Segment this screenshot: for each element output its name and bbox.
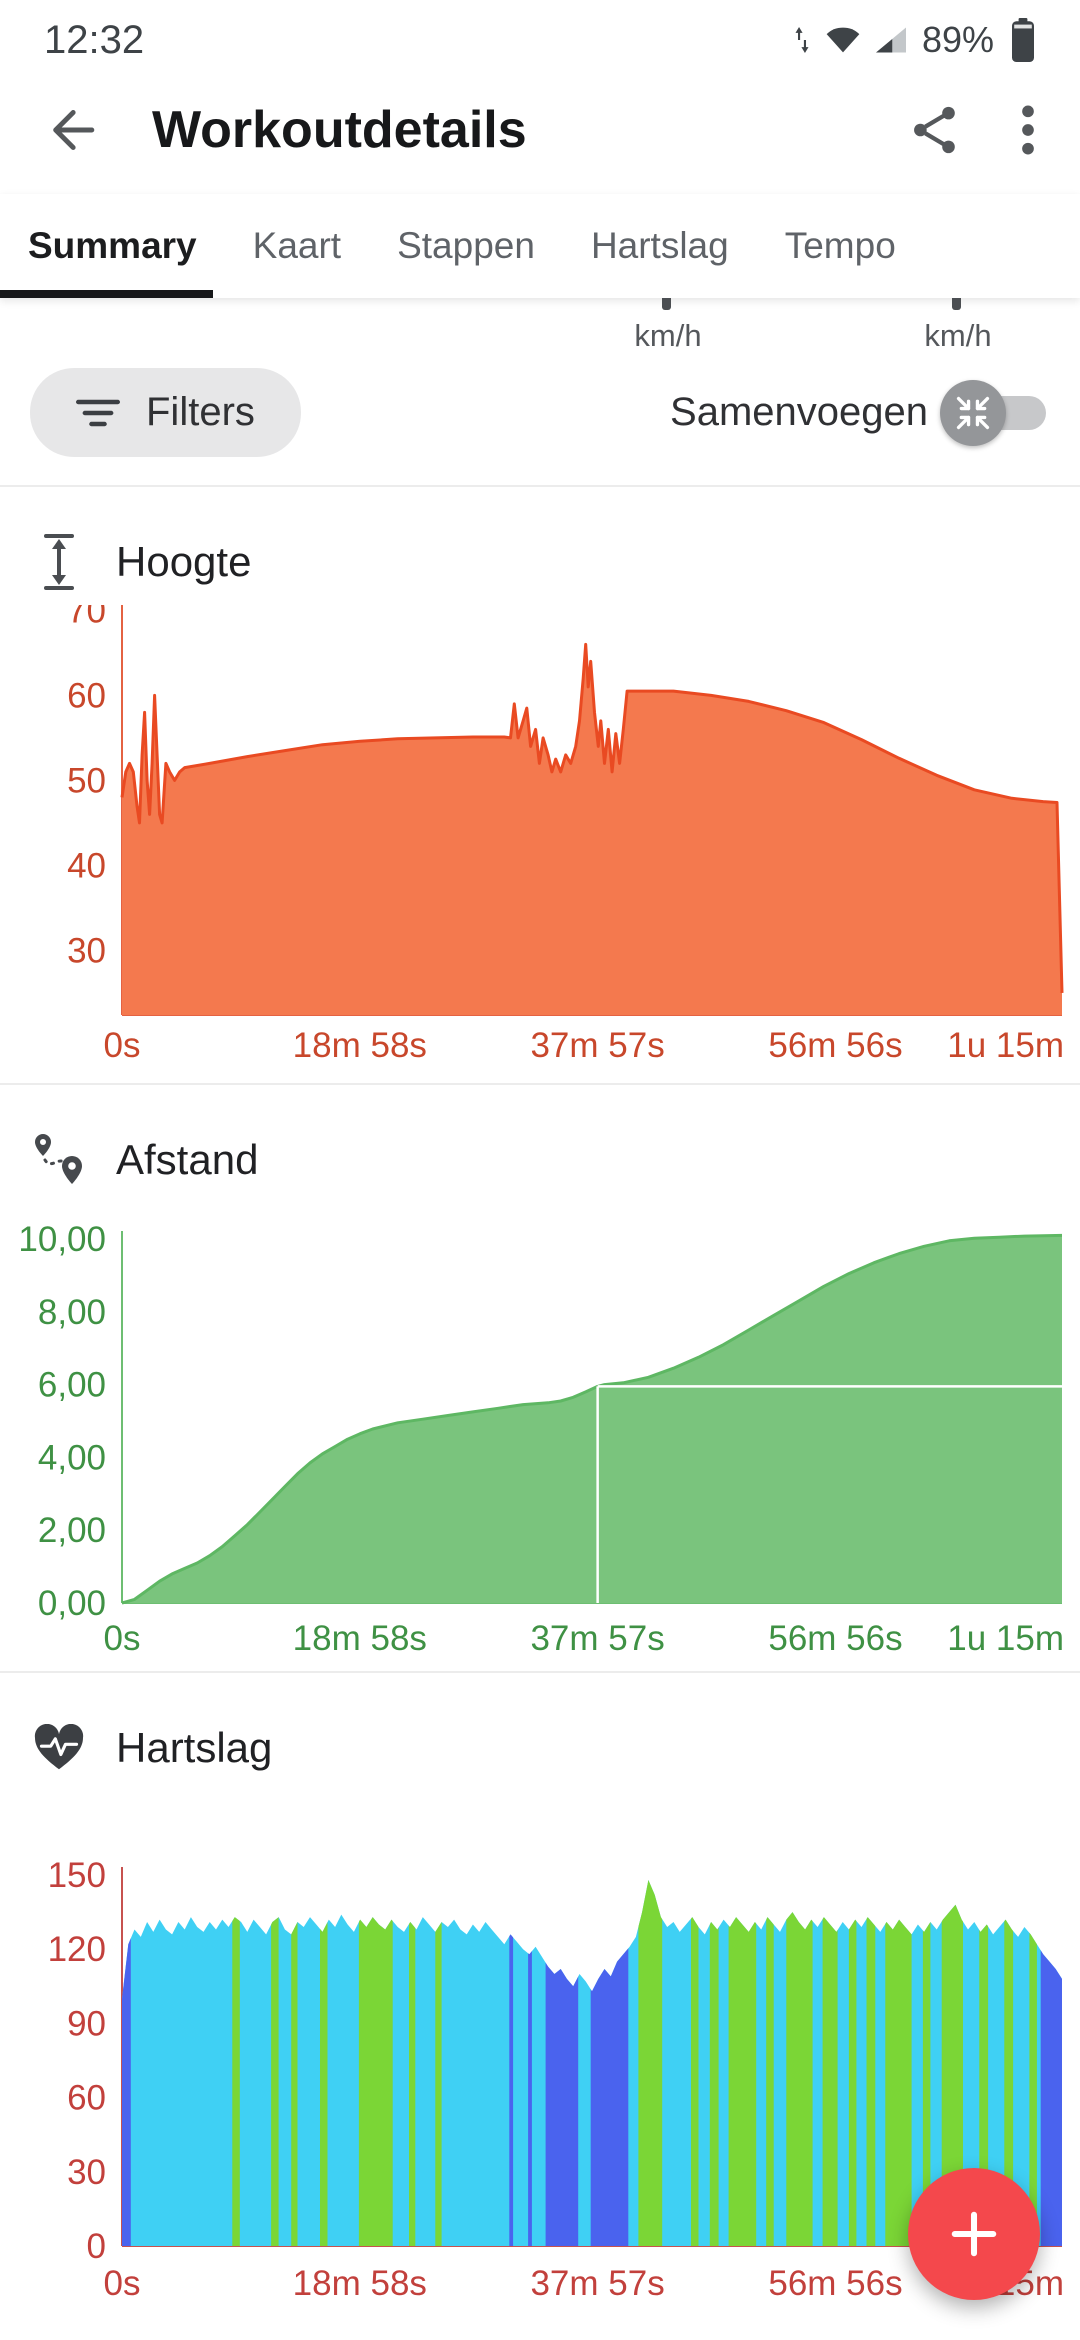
heart-icon xyxy=(30,1724,88,1772)
clipped-value-remnant xyxy=(952,298,961,310)
svg-text:18m 58s: 18m 58s xyxy=(293,1026,427,1065)
svg-text:10,00: 10,00 xyxy=(18,1220,106,1259)
merge-toggle[interactable] xyxy=(940,379,1050,446)
clipped-value-remnant xyxy=(662,298,671,310)
svg-text:40: 40 xyxy=(67,846,106,885)
battery-icon xyxy=(1010,18,1036,62)
svg-text:0: 0 xyxy=(87,2227,106,2266)
section-divider xyxy=(0,485,1080,487)
filter-icon xyxy=(76,395,120,431)
merge-control: Samenvoegen xyxy=(670,379,1050,446)
svg-text:150: 150 xyxy=(48,1856,106,1895)
data-activity-icon xyxy=(794,27,810,53)
svg-text:56m 56s: 56m 56s xyxy=(768,1026,902,1065)
battery-percentage: 89% xyxy=(921,19,994,60)
merge-arrows-icon xyxy=(953,393,993,433)
add-button[interactable] xyxy=(908,2168,1040,2300)
svg-text:0s: 0s xyxy=(104,2264,141,2303)
chart-title-hartslag: Hartslag xyxy=(116,1724,273,1771)
stat-unit: km/h xyxy=(924,318,992,353)
svg-text:56m 56s: 56m 56s xyxy=(768,2264,902,2303)
svg-text:50: 50 xyxy=(67,761,106,800)
svg-text:60: 60 xyxy=(67,676,106,715)
back-button[interactable] xyxy=(44,102,100,158)
tab-hartslag[interactable]: Hartslag xyxy=(590,225,729,266)
svg-text:18m 58s: 18m 58s xyxy=(293,2264,427,2303)
svg-text:120: 120 xyxy=(48,1930,106,1969)
svg-text:56m 56s: 56m 56s xyxy=(768,1619,902,1658)
svg-text:8,00: 8,00 xyxy=(38,1293,106,1332)
tab-tempo[interactable]: Tempo xyxy=(784,225,896,266)
filters-label: Filters xyxy=(146,390,255,434)
svg-text:4,00: 4,00 xyxy=(38,1438,106,1477)
tab-bar: Summary Kaart Stappen Hartslag Tempo xyxy=(0,194,1080,298)
svg-text:60: 60 xyxy=(67,2079,106,2118)
svg-text:30: 30 xyxy=(67,2153,106,2192)
section-hoogte: Hoogte 70 60 50 40 30 0s 18m 58s 37m 57s 56m 56s… xyxy=(0,487,1080,1083)
section-divider xyxy=(0,1671,1080,1673)
wifi-icon xyxy=(826,26,860,54)
svg-text:18m 58s: 18m 58s xyxy=(293,1619,427,1658)
overflow-menu-icon[interactable] xyxy=(1020,102,1036,158)
chart-title-hoogte: Hoogte xyxy=(116,538,252,585)
stat-unit: km/h xyxy=(634,318,702,353)
section-afstand: Afstand 10,00 8,00 6,00 4,00 2,00 0,00 0s 18m 5… xyxy=(0,1085,1080,1671)
page-title: Workoutdetails xyxy=(152,101,527,159)
tab-stappen[interactable]: Stappen xyxy=(397,225,535,266)
filters-button[interactable]: Filters xyxy=(30,368,301,457)
cellular-signal-icon xyxy=(875,27,906,53)
share-icon[interactable] xyxy=(908,103,962,157)
section-hartslag: Hartslag 150 120 90 60 30 0 0s 18m 58s 37m 57s 56… xyxy=(0,1673,1080,2319)
app-bar: Workoutdetails xyxy=(0,66,1080,194)
svg-text:2,00: 2,00 xyxy=(38,1511,106,1550)
afstand-chart[interactable]: 10,00 8,00 6,00 4,00 2,00 0,00 0s 18m 58s 37m 57… xyxy=(0,1203,1080,1663)
plus-icon xyxy=(941,2201,1007,2267)
svg-text:6,00: 6,00 xyxy=(38,1366,106,1405)
svg-text:0s: 0s xyxy=(104,1619,141,1658)
svg-text:1u 15m: 1u 15m xyxy=(947,1026,1064,1065)
svg-text:70: 70 xyxy=(67,605,106,630)
filters-row: Filters Samenvoegen xyxy=(0,356,1080,485)
status-bar: 12:32 89% xyxy=(0,0,1080,66)
status-time: 12:32 xyxy=(44,17,145,62)
height-icon xyxy=(30,532,88,592)
svg-text:0s: 0s xyxy=(104,1026,141,1065)
section-divider xyxy=(0,1083,1080,1085)
toggle-thumb xyxy=(940,379,1006,446)
svg-text:37m 57s: 37m 57s xyxy=(530,1619,664,1658)
merge-label: Samenvoegen xyxy=(670,390,928,434)
svg-text:37m 57s: 37m 57s xyxy=(530,1026,664,1065)
tab-summary[interactable]: Summary xyxy=(0,194,213,298)
hoogte-chart[interactable]: 70 60 50 40 30 0s 18m 58s 37m 57s 56m 56s 1u 15m xyxy=(0,605,1080,1075)
svg-text:1u 15m: 1u 15m xyxy=(947,1619,1064,1658)
route-icon xyxy=(30,1132,88,1188)
status-icons: 89% xyxy=(794,18,1036,62)
clipped-stats-row: km/h km/h xyxy=(0,298,1080,356)
svg-text:37m 57s: 37m 57s xyxy=(530,2264,664,2303)
svg-text:90: 90 xyxy=(67,2004,106,2043)
chart-title-afstand: Afstand xyxy=(116,1136,259,1183)
svg-text:0,00: 0,00 xyxy=(38,1584,106,1623)
svg-text:30: 30 xyxy=(67,931,106,970)
tab-kaart[interactable]: Kaart xyxy=(252,225,342,266)
